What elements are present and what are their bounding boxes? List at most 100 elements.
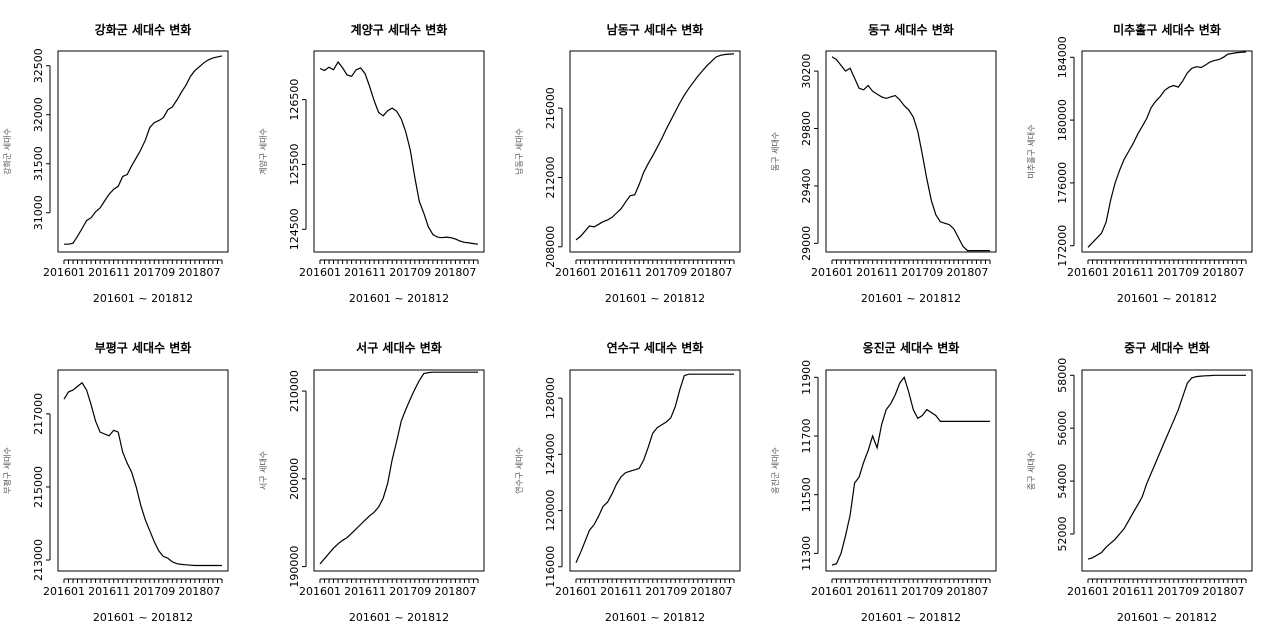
y-tick-label: 29000 — [800, 226, 813, 261]
y-axis-label: 강화군 세대수 — [2, 128, 12, 175]
y-axis-label: 남동구 세대수 — [515, 128, 524, 175]
chart-title: 남동구 세대수 변화 — [607, 22, 704, 37]
chart-title: 동구 세대수 변화 — [868, 22, 954, 37]
x-axis-label: 201601 ~ 201812 — [861, 292, 961, 305]
x-tick-label: 201601 — [811, 585, 853, 598]
y-tick-label: 30200 — [800, 54, 813, 89]
x-tick-label: 201709 — [1157, 585, 1199, 598]
y-tick-label: 215000 — [32, 466, 45, 508]
x-axis-label: 201601 ~ 201812 — [93, 611, 193, 624]
x-tick-label: 201807 — [690, 585, 732, 598]
x-tick-label: 201807 — [178, 266, 220, 279]
chart-panel-10: 중구 세대수 변화 201601 ~ 201812 중구 세대수 201601 2016… — [1027, 340, 1253, 624]
x-tick-label: 201601 — [299, 266, 341, 279]
x-tick-label: 201709 — [901, 266, 943, 279]
x-tick-label: 201601 — [1067, 266, 1109, 279]
x-axis-label: 201601 ~ 201812 — [93, 292, 193, 305]
chart-title: 연수구 세대수 변화 — [607, 340, 704, 355]
x-tick-label: 201611 — [344, 266, 386, 279]
x-tick-label: 201807 — [690, 266, 732, 279]
x-axis-label: 201601 ~ 201812 — [605, 611, 705, 624]
x-axis-label: 201601 ~ 201812 — [349, 611, 449, 624]
series-line — [63, 381, 222, 567]
y-tick-label: 58000 — [1056, 358, 1069, 393]
y-tick-label: 32000 — [32, 97, 45, 132]
y-tick-label: 184000 — [1056, 36, 1069, 78]
y-tick-label: 56000 — [1056, 411, 1069, 446]
x-tick-label: 201611 — [88, 266, 130, 279]
y-tick-label: 31500 — [32, 146, 45, 181]
y-tick-label: 54000 — [1056, 464, 1069, 499]
chart-title: 계양구 세대수 변화 — [351, 22, 448, 37]
x-axis-label: 201601 ~ 201812 — [1117, 292, 1217, 305]
x-axis-label: 201601 ~ 201812 — [349, 292, 449, 305]
x-axis-label: 201601 ~ 201812 — [605, 292, 705, 305]
chart-title: 강화군 세대수 변화 — [95, 22, 192, 37]
y-tick-label: 31000 — [32, 195, 45, 230]
series-line — [575, 373, 734, 563]
y-tick-label: 217000 — [32, 393, 45, 435]
y-tick-label: 208000 — [544, 226, 557, 268]
plot-frame — [57, 369, 229, 572]
x-tick-label: 201709 — [1157, 266, 1199, 279]
y-axis-label: 부평구 세대수 — [2, 447, 12, 494]
series-line — [575, 53, 735, 241]
y-tick-label: 176000 — [1056, 162, 1069, 204]
x-tick-label: 201807 — [178, 585, 220, 598]
series-line — [1087, 51, 1247, 248]
chart-title: 서구 세대수 변화 — [356, 340, 442, 355]
plot-frame — [825, 369, 997, 572]
x-tick-label: 201807 — [1202, 266, 1244, 279]
plot-frame — [1081, 369, 1253, 572]
y-tick-label: 200000 — [288, 458, 301, 500]
x-tick-label: 201709 — [133, 266, 175, 279]
y-axis-label: 옹진군 세대수 — [770, 447, 780, 494]
x-tick-label: 201807 — [434, 266, 476, 279]
x-axis-label: 201601 ~ 201812 — [1117, 611, 1217, 624]
y-axis-label: 서구 세대수 — [259, 451, 268, 490]
y-tick-label: 32500 — [32, 48, 45, 83]
x-tick-label: 201601 — [555, 266, 597, 279]
y-tick-label: 180000 — [1056, 99, 1069, 141]
x-tick-label: 201601 — [43, 585, 85, 598]
x-tick-label: 201601 — [555, 585, 597, 598]
chart-title: 중구 세대수 변화 — [1124, 340, 1210, 355]
chart-panel-7: 서구 세대수 변화 201601 ~ 201812 서구 세대수 201601 2016… — [259, 340, 485, 624]
y-axis-label: 미추홀구 세대수 — [1026, 124, 1036, 178]
y-tick-label: 124000 — [544, 433, 557, 475]
x-tick-label: 201709 — [901, 585, 943, 598]
x-tick-label: 201611 — [1112, 585, 1154, 598]
x-tick-label: 201601 — [1067, 585, 1109, 598]
plot-frame — [313, 50, 485, 253]
x-tick-label: 201709 — [133, 585, 175, 598]
chart-title: 옹진군 세대수 변화 — [863, 340, 960, 355]
y-tick-label: 29400 — [800, 168, 813, 203]
y-tick-label: 125500 — [288, 143, 301, 185]
series-line — [319, 60, 479, 245]
x-tick-label: 201611 — [856, 585, 898, 598]
plot-frame — [313, 369, 485, 572]
y-tick-label: 11700 — [800, 419, 813, 454]
series-line — [831, 376, 990, 566]
x-tick-label: 201709 — [645, 585, 687, 598]
x-tick-label: 201709 — [389, 266, 431, 279]
x-tick-label: 201601 — [299, 585, 341, 598]
chart-panel-4: 동구 세대수 변화 201601 ~ 201812 동구 세대수 201601 2016… — [771, 22, 997, 305]
x-tick-label: 201611 — [1112, 266, 1154, 279]
x-tick-label: 201601 — [43, 266, 85, 279]
x-tick-label: 201709 — [645, 266, 687, 279]
x-tick-label: 201611 — [88, 585, 130, 598]
y-axis-label: 중구 세대수 — [1027, 451, 1036, 490]
x-axis-label: 201601 ~ 201812 — [861, 611, 961, 624]
x-tick-label: 201807 — [434, 585, 476, 598]
series-line — [831, 56, 990, 252]
series-line — [64, 55, 223, 245]
x-tick-label: 201601 — [811, 266, 853, 279]
y-tick-label: 190000 — [288, 546, 301, 588]
y-tick-label: 124500 — [288, 208, 301, 250]
